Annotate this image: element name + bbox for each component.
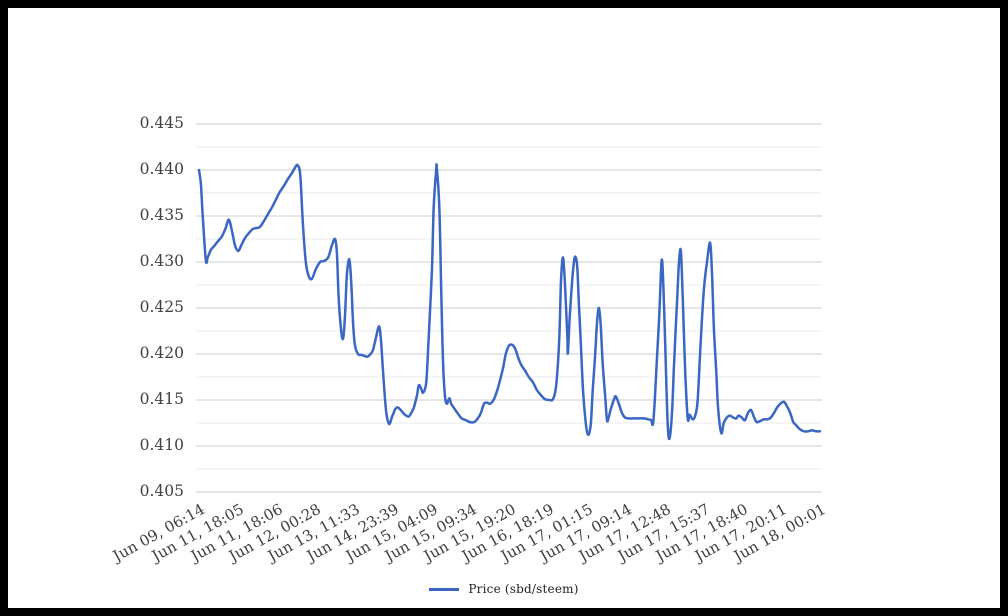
- y-axis-tick-label: 0.440: [139, 160, 184, 178]
- legend-line-swatch: [429, 587, 460, 591]
- price-line: [197, 163, 822, 441]
- y-axis-tick-label: 0.410: [139, 436, 184, 454]
- y-axis-tick-label: 0.420: [139, 344, 184, 362]
- y-axis-tick-label: 0.405: [139, 482, 184, 500]
- y-axis-tick-label: 0.445: [139, 114, 184, 132]
- y-axis-tick-label: 0.425: [139, 298, 184, 316]
- y-axis-tick-label: 0.415: [139, 390, 184, 408]
- legend: Price (sbd/steem): [0, 582, 1008, 596]
- legend-label: Price (sbd/steem): [468, 582, 579, 596]
- y-axis-tick-label: 0.435: [139, 206, 184, 224]
- y-axis-tick-label: 0.430: [139, 252, 184, 270]
